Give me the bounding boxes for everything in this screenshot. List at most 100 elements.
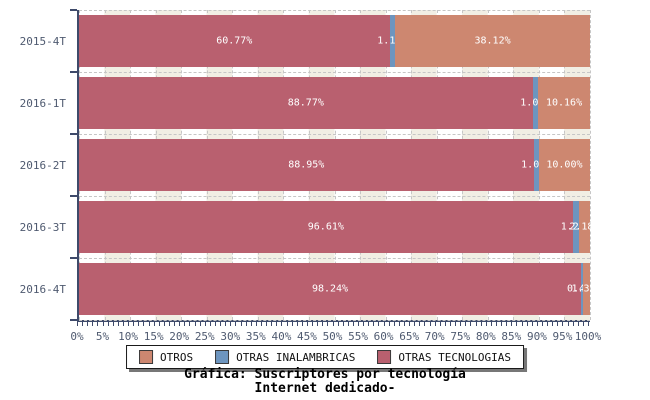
x-axis-tick xyxy=(368,322,370,326)
bar-segment xyxy=(572,201,579,253)
x-axis-tick xyxy=(122,322,124,326)
horizontal-gridline xyxy=(79,72,590,73)
bar-segment xyxy=(532,77,539,129)
x-axis-tick xyxy=(404,322,406,326)
x-axis-tick xyxy=(260,322,262,326)
y-category-label: 2016-2T xyxy=(19,159,66,172)
x-axis-tick xyxy=(577,322,579,326)
x-axis-tick xyxy=(552,322,554,326)
bar-segment-label: 1.21% xyxy=(560,221,591,233)
x-tick-label: 0% xyxy=(70,330,84,343)
x-axis-tick xyxy=(276,322,278,326)
x-axis-tick xyxy=(342,322,344,326)
x-axis-tick xyxy=(455,322,457,326)
x-axis-tick xyxy=(286,322,288,326)
x-tick-label: 10% xyxy=(118,330,139,343)
x-axis-tick xyxy=(158,322,160,326)
x-tick-label: 5% xyxy=(95,330,110,343)
bar-segment-label: 10.00% xyxy=(546,159,583,171)
x-tick-label: 55% xyxy=(348,330,368,343)
x-axis-tick xyxy=(363,322,365,326)
horizontal-gridline xyxy=(79,196,590,197)
bar-segment xyxy=(533,139,539,191)
plot-area: 60.77% 1.10% 38.12% 88.77% 1.07% 10.16% 88.95%… xyxy=(77,10,602,322)
chart-titles: Gráfica: Suscriptores por tecnología Int… xyxy=(0,368,650,395)
bar-segment-label: 60.77% xyxy=(216,35,253,47)
x-axis-tick xyxy=(92,322,94,326)
x-axis-tick xyxy=(235,322,237,326)
legend-label: OTROS xyxy=(160,350,194,364)
x-axis-tick xyxy=(220,322,222,326)
x-tick-label: 25% xyxy=(194,330,215,343)
x-axis-tick xyxy=(266,322,268,326)
x-axis-tick xyxy=(168,322,170,326)
x-axis-tick xyxy=(409,322,411,326)
x-axis-tick xyxy=(373,322,375,326)
x-tick-label: 50% xyxy=(322,330,343,343)
x-axis-tick xyxy=(516,322,518,326)
bar-segment-label: 1.10% xyxy=(377,35,408,47)
x-tick-label: 90% xyxy=(526,330,547,343)
x-axis-tick xyxy=(465,322,467,326)
x-axis-tick xyxy=(383,322,385,326)
y-axis-tick xyxy=(70,71,77,73)
x-tick-label: 65% xyxy=(399,330,420,343)
x-axis-tick xyxy=(347,322,349,326)
x-axis-tick xyxy=(450,322,452,326)
x-axis-tick xyxy=(419,322,421,326)
x-axis-tick xyxy=(562,322,564,326)
x-tick-label: 80% xyxy=(475,330,496,343)
x-axis-tick xyxy=(138,322,140,326)
x-tick-label: 35% xyxy=(245,330,266,343)
bar-segment xyxy=(79,263,581,315)
y-category-label: 2016-1T xyxy=(19,97,66,110)
horizontal-gridline xyxy=(79,320,590,321)
y-axis-tick xyxy=(70,257,77,259)
x-axis-tick xyxy=(77,322,78,326)
chart-title: Gráfica: Suscriptores por tecnología xyxy=(184,367,466,382)
x-axis-tick xyxy=(194,322,196,326)
x-axis-tick xyxy=(255,322,257,326)
x-axis-tick xyxy=(398,322,400,326)
horizontal-gridline xyxy=(79,258,590,259)
x-axis-tick xyxy=(327,322,329,326)
vertical-gridline xyxy=(590,10,591,320)
x-axis-tick xyxy=(511,322,513,326)
bar-row: 88.95% 1.05% 10.00% xyxy=(79,139,590,191)
x-axis-tick xyxy=(434,322,436,326)
bar-segment xyxy=(578,201,590,253)
y-axis-tick xyxy=(70,195,77,197)
x-axis-tick xyxy=(250,322,252,326)
bar-segment-label: 88.77% xyxy=(287,97,324,109)
legend-item: OTROS xyxy=(139,350,193,364)
x-tick-label: 75% xyxy=(450,330,471,343)
x-axis-tick xyxy=(337,322,339,326)
x-axis-tick xyxy=(460,322,462,326)
legend-swatch xyxy=(215,350,230,364)
x-axis-tick xyxy=(291,322,293,326)
x-axis-tick xyxy=(312,322,314,326)
x-axis-tick xyxy=(490,322,492,326)
bar-segment-label: 10.16% xyxy=(545,97,583,109)
x-axis-tick xyxy=(281,322,283,326)
x-axis-tick xyxy=(301,322,303,326)
x-axis-tick xyxy=(542,322,543,326)
x-axis-tick xyxy=(358,322,360,326)
x-axis-tick xyxy=(322,322,324,326)
x-axis-tick xyxy=(128,322,130,326)
x-axis-tick xyxy=(414,322,416,326)
x-axis-tick xyxy=(225,322,227,326)
x-axis-tick xyxy=(557,322,559,326)
x-axis-tick xyxy=(526,322,528,326)
chart-subtitle: Internet dedicado- xyxy=(254,381,396,396)
x-axis-tick xyxy=(572,322,574,326)
x-axis-tick xyxy=(179,322,181,326)
x-axis-tick xyxy=(475,322,477,326)
x-tick-label: 100% xyxy=(574,330,602,343)
x-tick-label: 70% xyxy=(424,330,445,343)
horizontal-gridline xyxy=(79,134,590,135)
y-category-label: 2015-4T xyxy=(19,35,66,48)
x-axis-tick xyxy=(444,322,446,326)
x-axis-tick xyxy=(153,322,155,326)
x-tick-label: 95% xyxy=(552,330,573,343)
